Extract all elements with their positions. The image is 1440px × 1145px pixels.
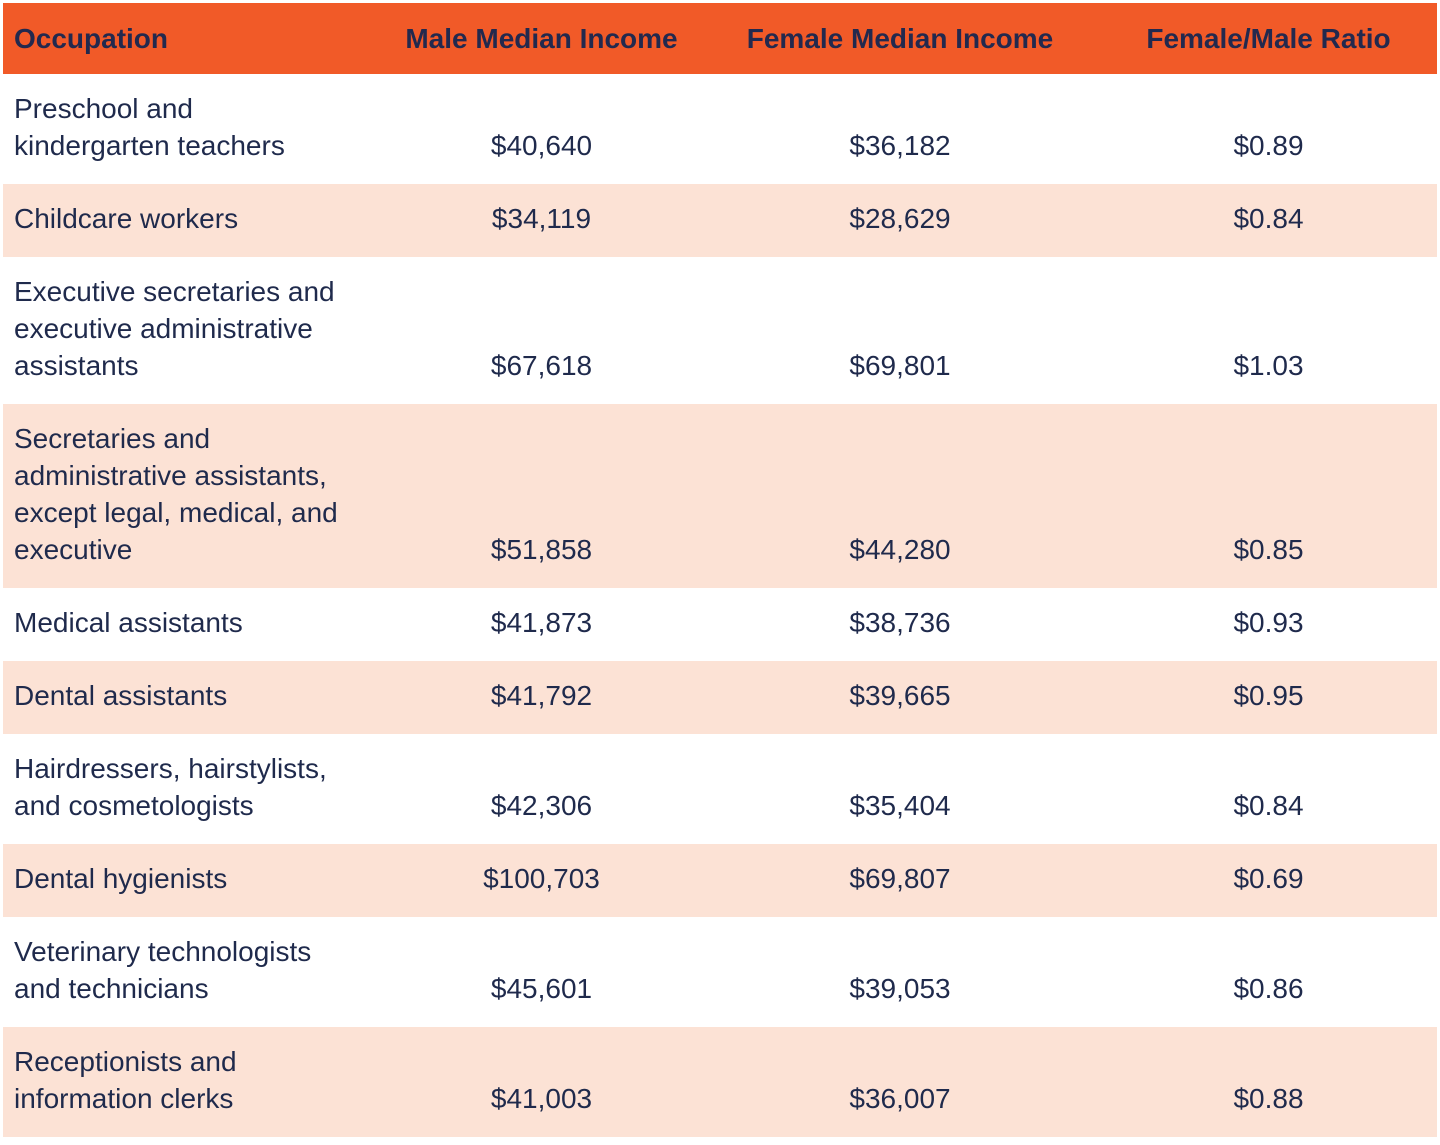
ratio-cell: $0.69 — [1233, 863, 1304, 894]
occupation-cell: Veterinary technologists and technicians — [14, 936, 312, 1004]
female-income-cell: $28,629 — [849, 203, 951, 234]
column-header-occupation: Occupation — [3, 3, 383, 74]
table-row: Medical assistants $41,873 $38,736 $0.93 — [3, 588, 1437, 661]
ratio-cell: $1.03 — [1233, 350, 1304, 381]
column-header-male-median-income: Male Median Income — [383, 3, 700, 74]
table-row: Preschool and kindergarten teachers $40,6… — [3, 74, 1437, 184]
male-income-cell: $41,792 — [490, 680, 593, 711]
female-income-cell: $38,736 — [849, 607, 951, 638]
female-income-cell: $69,801 — [849, 350, 951, 381]
column-header-female-male-ratio: Female/Male Ratio — [1100, 3, 1437, 74]
occupation-cell: Dental assistants — [14, 680, 228, 711]
table-row: Receptionists and information clerks $41,… — [3, 1027, 1437, 1137]
table-header: Occupation Male Median Income Female Med… — [3, 3, 1437, 74]
occupation-cell: Hairdressers, hairstylists, and cosmetol… — [14, 753, 327, 821]
table-row: Veterinary technologists and technicians… — [3, 917, 1437, 1027]
header-row: Occupation Male Median Income Female Med… — [3, 3, 1437, 74]
table-row: Dental assistants $41,792 $39,665 $0.95 — [3, 661, 1437, 734]
male-income-cell: $51,858 — [490, 534, 593, 565]
female-income-cell: $39,665 — [849, 680, 951, 711]
male-income-cell: $40,640 — [490, 130, 593, 161]
female-income-cell: $69,807 — [849, 863, 951, 894]
occupation-cell: Executive secretaries and executive admi… — [14, 276, 335, 381]
ratio-cell: $0.85 — [1233, 534, 1304, 565]
ratio-cell: $0.84 — [1233, 203, 1304, 234]
occupation-cell: Dental hygienists — [14, 863, 228, 894]
ratio-cell: $0.93 — [1233, 607, 1304, 638]
income-comparison-table: Occupation Male Median Income Female Med… — [3, 3, 1437, 1137]
ratio-cell: $0.84 — [1233, 790, 1304, 821]
ratio-cell: $0.86 — [1233, 973, 1304, 1004]
male-income-cell: $45,601 — [490, 973, 593, 1004]
occupation-cell: Childcare workers — [14, 203, 239, 234]
female-income-cell: $36,182 — [849, 130, 951, 161]
table-row: Hairdressers, hairstylists, and cosmetol… — [3, 734, 1437, 844]
table-row: Executive secretaries and executive admi… — [3, 257, 1437, 404]
female-income-cell: $35,404 — [849, 790, 951, 821]
ratio-cell: $0.88 — [1233, 1083, 1304, 1114]
occupation-cell: Preschool and kindergarten teachers — [14, 93, 285, 161]
male-income-cell: $34,119 — [491, 203, 592, 234]
male-income-cell: $41,003 — [490, 1083, 593, 1114]
female-income-cell: $36,007 — [849, 1083, 951, 1114]
table-row: Childcare workers $34,119 $28,629 $0.84 — [3, 184, 1437, 257]
male-income-cell: $67,618 — [490, 350, 593, 381]
female-income-cell: $44,280 — [849, 534, 951, 565]
male-income-cell: $42,306 — [490, 790, 593, 821]
table-row: Secretaries and administrative assistant… — [3, 404, 1437, 588]
table-row: Dental hygienists $100,703 $69,807 $0.69 — [3, 844, 1437, 917]
table-body: Preschool and kindergarten teachers $40,6… — [3, 74, 1437, 1137]
column-header-female-median-income: Female Median Income — [700, 3, 1100, 74]
male-income-cell: $100,703 — [483, 863, 600, 894]
ratio-cell: $0.95 — [1233, 680, 1304, 711]
female-income-cell: $39,053 — [849, 973, 951, 1004]
occupation-cell: Receptionists and information clerks — [14, 1046, 237, 1114]
occupation-cell: Secretaries and administrative assistant… — [14, 423, 338, 565]
occupation-cell: Medical assistants — [14, 607, 243, 638]
ratio-cell: $0.89 — [1233, 130, 1304, 161]
male-income-cell: $41,873 — [490, 607, 593, 638]
